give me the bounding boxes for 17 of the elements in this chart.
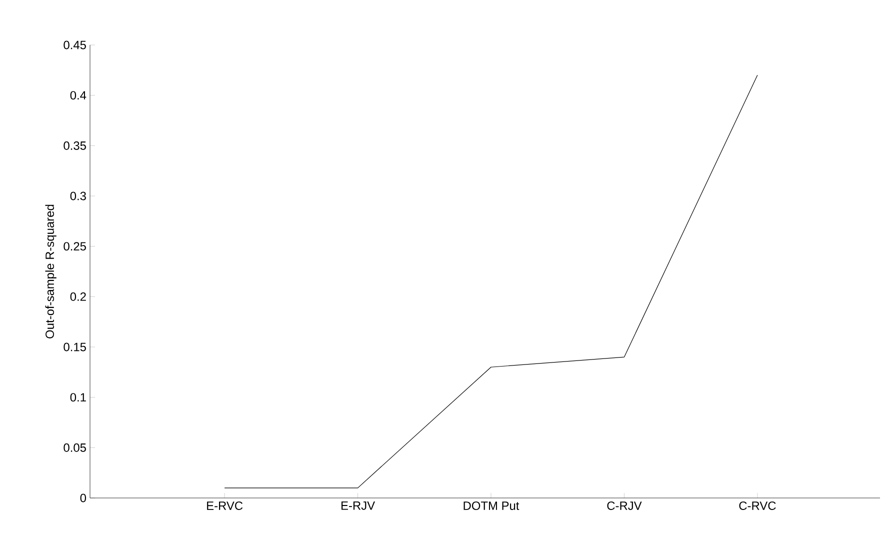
y-tick-label: 0.15 — [64, 342, 86, 352]
y-axis-title: Out-of-sample R-squared — [45, 204, 56, 338]
y-tick-label: 0.05 — [64, 443, 86, 452]
line-series — [224, 74, 758, 488]
x-tick-label: C-RVC — [739, 502, 776, 510]
y-tick-label: 0.25 — [64, 242, 86, 251]
y-tick-label: 0.1 — [70, 393, 86, 402]
y-tick-label: 0.2 — [70, 292, 86, 301]
y-tick-label: 0.45 — [64, 40, 86, 50]
y-tick-label: 0.35 — [64, 141, 86, 150]
x-tick-label: C-RJV — [607, 502, 642, 510]
y-tick-label: 0.4 — [70, 91, 86, 100]
x-tick-label: E-RVC — [207, 502, 243, 510]
y-tick-label: 0 — [80, 494, 86, 502]
y-tick-label: 0.3 — [70, 192, 86, 200]
x-tick-label: E-RJV — [342, 502, 375, 510]
x-tick-label: DOTM Put — [464, 502, 520, 510]
